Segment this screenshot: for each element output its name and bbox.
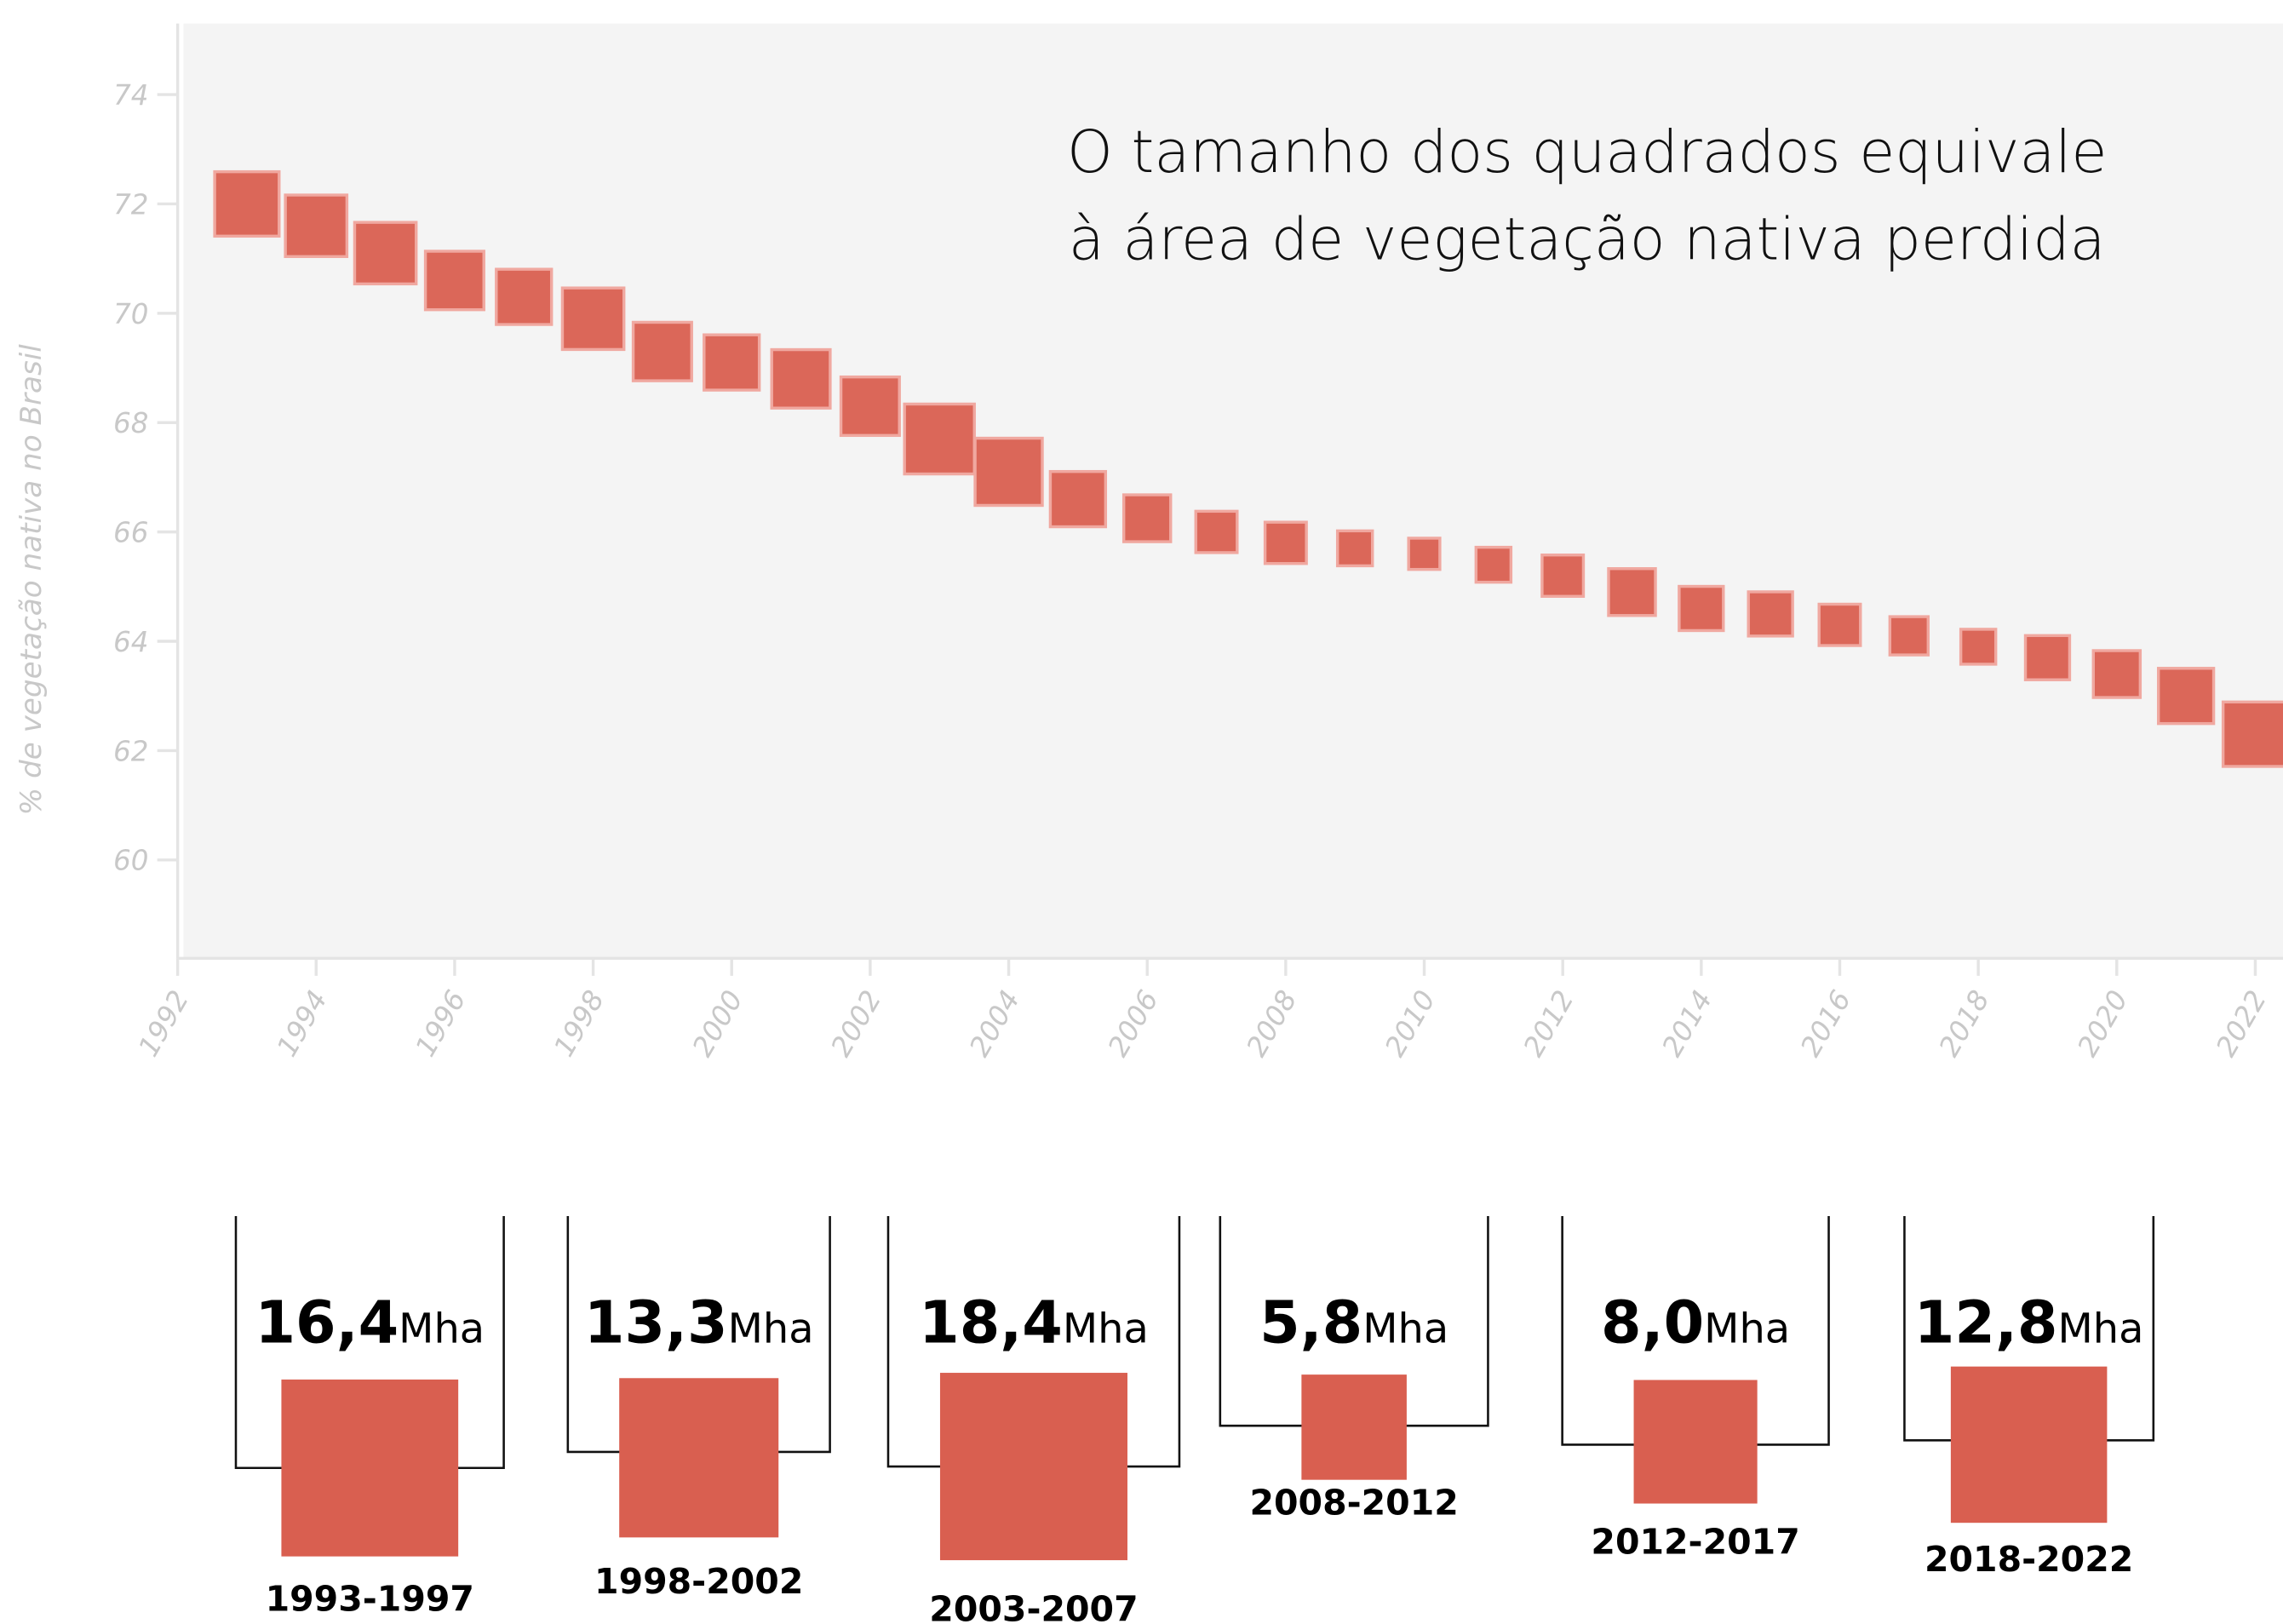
- period-square: [1633, 1380, 1758, 1504]
- x-tick-label: 2014: [1655, 985, 1718, 1063]
- y-tick-label: 64: [113, 626, 148, 658]
- data-square: [1888, 615, 1930, 657]
- data-square: [1474, 545, 1513, 584]
- period-label: 2012-2017: [1591, 1522, 1799, 1563]
- data-square: [770, 347, 832, 410]
- data-square: [423, 250, 485, 312]
- value-label: 13,3: [584, 1290, 728, 1357]
- period-value: 16,4Mha: [255, 1290, 485, 1357]
- period-square: [939, 1373, 1127, 1561]
- x-tick-label: 2008: [1240, 985, 1303, 1063]
- unit-label: Mha: [1063, 1306, 1149, 1353]
- y-tick-label: 60: [113, 845, 148, 877]
- y-tick-label: 74: [113, 79, 148, 112]
- y-tick-label: 66: [113, 517, 148, 549]
- data-square: [284, 193, 349, 258]
- data-square: [2091, 649, 2142, 699]
- data-square: [495, 267, 554, 326]
- data-square: [973, 436, 1044, 508]
- x-tick-label: 2012: [1517, 985, 1580, 1063]
- period-label: 2003-2007: [929, 1588, 1138, 1624]
- period-label: 1993-1997: [266, 1578, 474, 1619]
- period-value: 18,4Mha: [919, 1290, 1149, 1357]
- y-tick-label: 68: [113, 407, 148, 439]
- value-label: 12,8: [1914, 1290, 2058, 1357]
- data-square: [560, 286, 626, 352]
- data-square: [1263, 520, 1308, 565]
- x-tick-label: 2000: [686, 985, 749, 1063]
- unit-label: Mha: [2058, 1306, 2144, 1353]
- data-square: [1607, 567, 1657, 617]
- unit-label: Mha: [1704, 1306, 1790, 1353]
- x-tick-label: 2002: [824, 985, 887, 1063]
- period-square: [281, 1379, 459, 1557]
- data-square: [631, 320, 693, 382]
- period-square: [619, 1378, 779, 1538]
- period-label: 2008-2012: [1249, 1482, 1458, 1523]
- x-tick-label: 2018: [1933, 985, 1996, 1063]
- x-tick-label: 2010: [1379, 985, 1442, 1063]
- period-value: 13,3Mha: [584, 1290, 814, 1357]
- data-square: [1407, 537, 1442, 571]
- x-tick-label: 2006: [1102, 985, 1165, 1063]
- period-square: [1950, 1366, 2108, 1524]
- data-square: [1540, 553, 1586, 598]
- value-label: 5,8: [1259, 1290, 1362, 1357]
- y-tick-label: 70: [113, 298, 148, 330]
- data-square: [213, 169, 281, 238]
- y-tick-label: 72: [113, 188, 148, 221]
- x-tick-label: 1998: [548, 985, 611, 1063]
- data-square: [1121, 493, 1173, 543]
- data-square: [1194, 509, 1239, 554]
- data-square: [1959, 628, 1998, 666]
- data-square: [703, 333, 761, 392]
- data-square: [1048, 469, 1108, 529]
- period-value: 5,8Mha: [1259, 1290, 1448, 1357]
- data-square: [2023, 634, 2072, 681]
- unit-label: Mha: [1362, 1306, 1448, 1353]
- x-tick-label: 2016: [1794, 985, 1857, 1063]
- period-label: 1998-2002: [594, 1561, 803, 1602]
- unit-label: Mha: [399, 1306, 485, 1353]
- period-value: 12,8Mha: [1914, 1290, 2144, 1357]
- x-tick-label: 2020: [2071, 985, 2134, 1063]
- x-tick-label: 1994: [271, 985, 334, 1063]
- period-square: [1301, 1374, 1407, 1480]
- period-label: 2018-2022: [1924, 1539, 2133, 1580]
- unit-label: Mha: [728, 1306, 814, 1353]
- data-square: [839, 375, 901, 438]
- period-value: 8,0Mha: [1601, 1290, 1790, 1357]
- x-tick-label: 1992: [132, 985, 195, 1063]
- chart-title: à área de vegetação nativa perdida: [1069, 207, 2106, 274]
- data-square: [1747, 590, 1794, 638]
- chart-title: O tamanho dos quadrados equivale: [1067, 119, 2107, 187]
- y-tick-label: 62: [113, 735, 148, 767]
- data-square: [903, 402, 976, 476]
- data-square: [1817, 602, 1862, 647]
- x-tick-label: 2022: [2210, 985, 2273, 1063]
- value-label: 18,4: [919, 1290, 1063, 1357]
- data-square: [1335, 529, 1374, 568]
- data-square: [2221, 700, 2283, 768]
- data-square: [353, 221, 418, 286]
- x-tick-label: 2004: [963, 985, 1026, 1063]
- data-square: [2156, 667, 2216, 726]
- data-square: [1678, 584, 1725, 633]
- value-label: 8,0: [1601, 1290, 1704, 1357]
- value-label: 16,4: [255, 1290, 399, 1357]
- y-axis-title: % de vegetação nativa no Brasil: [14, 344, 49, 816]
- plot-background: [183, 23, 2283, 959]
- x-tick-label: 1996: [409, 985, 472, 1063]
